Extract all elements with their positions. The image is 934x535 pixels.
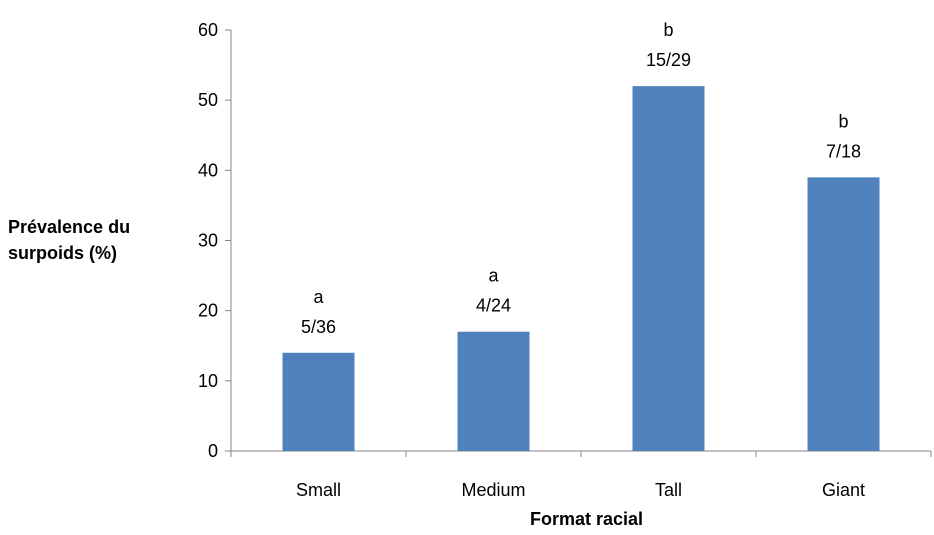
x-axis-label-container: Format racial bbox=[0, 509, 934, 530]
bar-giant bbox=[807, 177, 880, 451]
y-tick-label: 0 bbox=[208, 441, 218, 461]
significance-letter: a bbox=[313, 287, 324, 307]
y-tick-label: 30 bbox=[198, 231, 218, 251]
data-label-ratio: 5/36 bbox=[301, 317, 336, 337]
data-label-ratio: 15/29 bbox=[646, 50, 691, 70]
x-axis-label: Format racial bbox=[529, 509, 644, 529]
data-label-ratio: 7/18 bbox=[826, 141, 861, 161]
y-tick-label: 60 bbox=[198, 20, 218, 40]
significance-letter: b bbox=[838, 111, 848, 131]
significance-letter: a bbox=[488, 266, 499, 286]
x-tick-label: Giant bbox=[822, 480, 865, 500]
y-tick-label: 10 bbox=[198, 371, 218, 391]
x-tick-label: Tall bbox=[655, 480, 682, 500]
y-axis-label-line-2: surpoids (%) bbox=[8, 243, 118, 263]
y-tick-label: 50 bbox=[198, 90, 218, 110]
y-axis-label-line-1: Prévalence du bbox=[8, 217, 131, 237]
data-label-ratio: 4/24 bbox=[476, 296, 511, 316]
bar-medium bbox=[457, 331, 530, 451]
x-tick-label: Small bbox=[296, 480, 341, 500]
bar-tall bbox=[632, 86, 705, 451]
significance-letter: b bbox=[663, 20, 673, 40]
y-tick-label: 20 bbox=[198, 301, 218, 321]
y-axis-label: Prévalence du surpoids (%) bbox=[8, 214, 168, 266]
x-tick-label: Medium bbox=[461, 480, 525, 500]
y-tick-label: 40 bbox=[198, 160, 218, 180]
bar-small bbox=[282, 352, 355, 451]
